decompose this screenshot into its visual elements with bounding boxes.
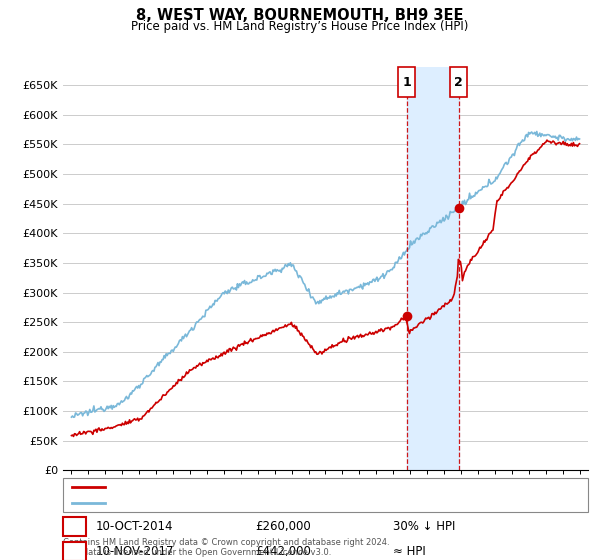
Text: 1: 1 bbox=[70, 520, 79, 534]
Text: 2: 2 bbox=[454, 76, 463, 89]
Text: ≈ HPI: ≈ HPI bbox=[393, 544, 426, 558]
Text: 10-OCT-2014: 10-OCT-2014 bbox=[96, 520, 173, 534]
Text: £442,000: £442,000 bbox=[255, 544, 311, 558]
Text: 10-NOV-2017: 10-NOV-2017 bbox=[96, 544, 175, 558]
Text: 30% ↓ HPI: 30% ↓ HPI bbox=[393, 520, 455, 534]
Text: HPI: Average price, detached house, Bournemouth Christchurch and Poole: HPI: Average price, detached house, Bour… bbox=[111, 498, 499, 508]
Text: £260,000: £260,000 bbox=[255, 520, 311, 534]
Bar bbox=[407, 67, 459, 470]
Text: 2: 2 bbox=[70, 544, 79, 558]
Text: 8, WEST WAY, BOURNEMOUTH, BH9 3EE: 8, WEST WAY, BOURNEMOUTH, BH9 3EE bbox=[136, 8, 464, 24]
Text: Price paid vs. HM Land Registry’s House Price Index (HPI): Price paid vs. HM Land Registry’s House … bbox=[131, 20, 469, 32]
FancyBboxPatch shape bbox=[398, 67, 415, 97]
Text: 1: 1 bbox=[402, 76, 411, 89]
Text: 8, WEST WAY, BOURNEMOUTH, BH9 3EE (detached house): 8, WEST WAY, BOURNEMOUTH, BH9 3EE (detac… bbox=[111, 482, 415, 492]
Text: Contains HM Land Registry data © Crown copyright and database right 2024.
This d: Contains HM Land Registry data © Crown c… bbox=[63, 538, 389, 557]
FancyBboxPatch shape bbox=[451, 67, 467, 97]
